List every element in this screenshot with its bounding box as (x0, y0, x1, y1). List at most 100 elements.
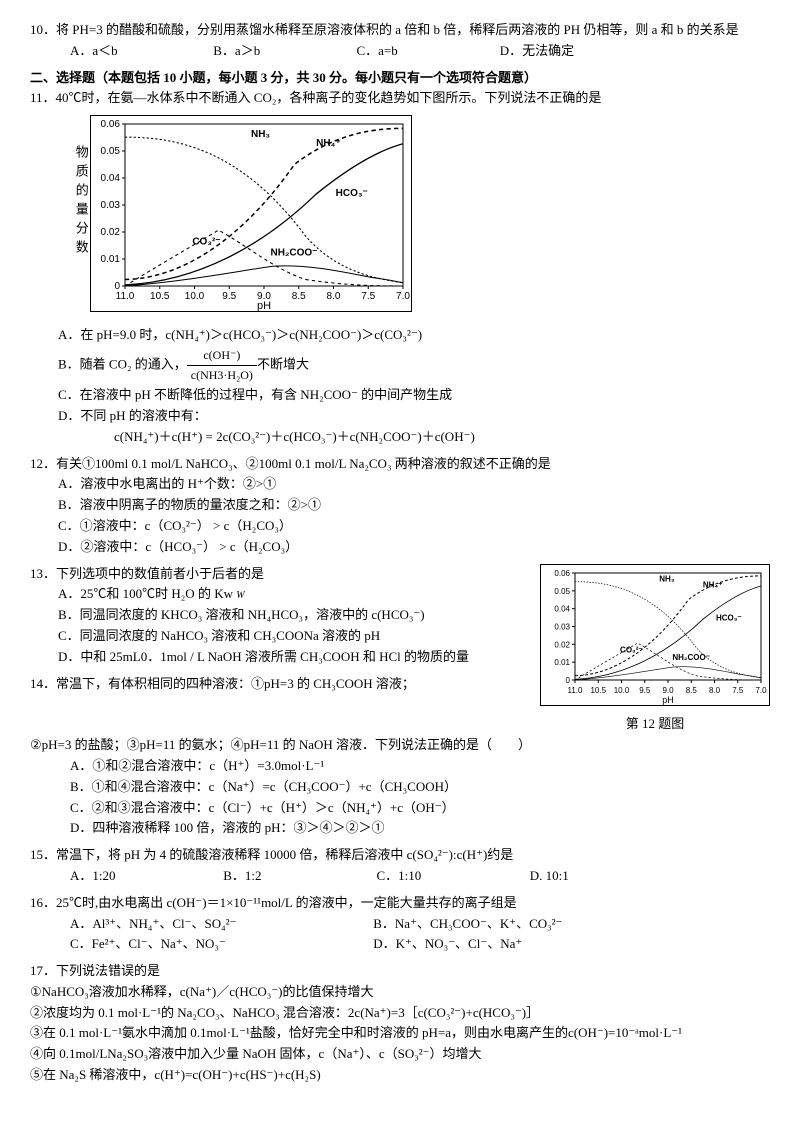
q10-opt-c: C．a=b (357, 41, 497, 62)
q14-options: A．①和②混合溶液中：c（H⁺）=3.0mol·L⁻¹ B．①和④混合溶液中：c… (30, 756, 770, 839)
q11-opt-a: A．在 pH=9.0 时，c(NH₄⁺)＞c(HCO₃⁻)＞c(NH₂COO⁻)… (58, 325, 770, 346)
svg-text:11.0: 11.0 (568, 686, 584, 695)
q17-l2: ②浓度均为 0.1 mol·L⁻¹的 Na₂CO₃、NaHCO₃ 混合溶液：2c… (30, 1003, 770, 1024)
q11-opt-b: B．随着 CO₂ 的通入，c(OH⁻)c(NH3·H₂O)不断增大 (58, 346, 770, 385)
svg-text:0: 0 (566, 676, 571, 685)
svg-text:NH₂COO⁻: NH₂COO⁻ (672, 652, 710, 661)
svg-text:0.05: 0.05 (554, 586, 570, 595)
q15-opt-a: A．1:20 (70, 866, 220, 887)
question-11: 11．40℃时，在氨—水体系中不断通入 CO₂，各种离子的变化趋势如下图所示。下… (30, 88, 770, 447)
question-17: 17．下列说法错误的是 ①NaHCO₃溶液加水稀释，c(Na⁺)／c(HCO₃⁻… (30, 961, 770, 1086)
svg-text:CO₃²⁻: CO₃²⁻ (620, 645, 643, 654)
q12-options: A．溶液中水电离出的 H⁺个数：②>① B．溶液中阴离子的物质的量浓度之和：②>… (30, 474, 770, 557)
q14-opt-d: D．四种溶液稀释 100 倍，溶液的 pH：③＞④＞②＞① (70, 818, 770, 839)
q11-num: 11． (30, 90, 56, 105)
question-15: 15．常温下，将 pH 为 4 的硫酸溶液稀释 10000 倍，稀释后溶液中 c… (30, 845, 770, 887)
svg-text:8.5: 8.5 (292, 291, 306, 302)
svg-text:0.02: 0.02 (101, 227, 121, 238)
q14-opt-a: A．①和②混合溶液中：c（H⁺）=3.0mol·L⁻¹ (70, 756, 770, 777)
q10-num: 10． (30, 22, 56, 37)
svg-text:CO₃²⁻: CO₃²⁻ (192, 237, 220, 248)
q14-opt-b: B．①和④混合溶液中：c（Na⁺）=c（CH₃COO⁻）+c（CH₃COOH） (70, 777, 770, 798)
q11-opt-d: D．不同 pH 的溶液中有： (58, 406, 770, 427)
svg-text:0.04: 0.04 (101, 173, 121, 184)
q12-num: 12． (30, 456, 56, 471)
svg-text:10.5: 10.5 (150, 291, 170, 302)
svg-text:pH: pH (662, 695, 674, 705)
q17-l5: ⑤在 Na₂S 稀溶液中，c(H⁺)=c(OH⁻)+c(HS⁻)+c(H₂S) (30, 1065, 770, 1086)
q14-opt-c: C．②和③混合溶液中：c（Cl⁻）+c（H⁺）＞c（NH₄⁺）+c（OH⁻） (70, 798, 770, 819)
svg-text:0.02: 0.02 (554, 640, 570, 649)
svg-text:pH: pH (257, 300, 271, 312)
q11-stem: 11．40℃时，在氨—水体系中不断通入 CO₂，各种离子的变化趋势如下图所示。下… (30, 88, 770, 109)
q16-opt-b: B．Na⁺、CH₃COO⁻、K⁺、CO₃²⁻ (373, 914, 562, 935)
svg-text:HCO₃⁻: HCO₃⁻ (336, 188, 368, 199)
svg-text:9.5: 9.5 (222, 291, 236, 302)
svg-text:7.5: 7.5 (361, 291, 375, 302)
q13-num: 13． (30, 566, 56, 581)
q16-opt-a: A．Al³⁺、NH₄⁺、Cl⁻、SO₄²⁻ (70, 914, 370, 935)
q12-opt-b: B．溶液中阴离子的物质的量浓度之和：②>① (58, 495, 770, 516)
fig-12: 0.060.050.040.030.020.01011.010.510.09.5… (540, 564, 770, 736)
q15-num: 15． (30, 847, 56, 862)
svg-text:NH₄⁺: NH₄⁺ (703, 580, 723, 589)
chart-small-svg: 0.060.050.040.030.020.01011.010.510.09.5… (540, 564, 770, 706)
svg-text:0.04: 0.04 (554, 604, 570, 613)
svg-text:0.06: 0.06 (101, 119, 121, 130)
svg-text:0.05: 0.05 (101, 146, 121, 157)
svg-text:0.03: 0.03 (554, 622, 570, 631)
q10-opt-a: A．a＜b (70, 41, 210, 62)
svg-text:9.0: 9.0 (662, 686, 674, 695)
svg-text:11.0: 11.0 (116, 291, 135, 302)
question-12: 12．有关①100ml 0.1 mol/L NaHCO₃、②100ml 0.1 … (30, 454, 770, 558)
q15-options: A．1:20 B．1:2 C．1:10 D. 10:1 (30, 866, 770, 887)
q17-stem: 17．下列说法错误的是 (30, 961, 770, 982)
q17-l4: ④向 0.1mol/LNa₂SO₃溶液中加入少量 NaOH 固体，c（Na⁺）、… (30, 1044, 770, 1065)
q15-opt-b: B．1:2 (223, 866, 373, 887)
q15-opt-c: C．1:10 (377, 866, 527, 887)
q11-options: A．在 pH=9.0 时，c(NH₄⁺)＞c(HCO₃⁻)＞c(NH₂COO⁻)… (30, 325, 770, 448)
q11-opt-d-eq: c(NH₄⁺)＋c(H⁺) = 2c(CO₃²⁻)＋c(HCO₃⁻)＋c(NH₂… (58, 427, 770, 448)
svg-text:NH₂COO⁻: NH₂COO⁻ (271, 248, 318, 259)
q15-opt-d: D. 10:1 (530, 866, 569, 887)
chart-svg: 0.060.050.040.030.020.01011.010.510.09.5… (90, 115, 412, 312)
q16-num: 16． (30, 895, 56, 910)
q12-opt-a: A．溶液中水电离出的 H⁺个数：②>① (58, 474, 770, 495)
svg-text:NH₃: NH₃ (251, 129, 270, 140)
q10-options: A．a＜b B．a＞b C．a=b D．无法确定 (30, 41, 770, 62)
svg-text:7.5: 7.5 (732, 686, 744, 695)
q16-options: A．Al³⁺、NH₄⁺、Cl⁻、SO₄²⁻ B．Na⁺、CH₃COO⁻、K⁺、C… (30, 914, 770, 956)
svg-text:10.5: 10.5 (590, 686, 606, 695)
q16-opt-d: D．K⁺、NO₃⁻、Cl⁻、Na⁺ (373, 934, 522, 955)
q12-opt-c: C．①溶液中：c（CO₃²⁻） > c（H₂CO₃） (58, 516, 770, 537)
svg-text:0.03: 0.03 (101, 200, 121, 211)
svg-text:10.0: 10.0 (614, 686, 630, 695)
q11-opt-c: C．在溶液中 pH 不断降低的过程中，有含 NH₂COO⁻ 的中间产物生成 (58, 385, 770, 406)
chart-y-label: 物质的量分数 (70, 145, 91, 259)
q17-l3: ③在 0.1 mol·L⁻¹氨水中滴加 0.1mol·L⁻¹盐酸，恰好完全中和时… (30, 1023, 770, 1044)
svg-text:NH₃: NH₃ (659, 574, 675, 583)
question-16: 16．25℃时,由水电离出 c(OH⁻)＝1×10⁻¹¹mol/L 的溶液中，一… (30, 893, 770, 955)
svg-text:7.0: 7.0 (755, 686, 767, 695)
q14-num: 14． (30, 676, 56, 691)
q10-stem: 10．将 PH=3 的醋酸和硫酸，分别用蒸馏水稀释至原溶液体积的 a 倍和 b … (30, 20, 770, 41)
svg-text:0.01: 0.01 (101, 254, 121, 265)
svg-text:10.0: 10.0 (185, 291, 205, 302)
svg-text:0.06: 0.06 (554, 569, 570, 578)
fig12-caption: 第 12 题图 (540, 714, 770, 735)
svg-text:HCO₃⁻: HCO₃⁻ (716, 613, 742, 622)
q12-opt-d: D．②溶液中：c（HCO₃⁻） > c（H₂CO₃） (58, 537, 770, 558)
svg-text:8.0: 8.0 (327, 291, 341, 302)
svg-text:NH₄⁺: NH₄⁺ (316, 138, 341, 149)
svg-text:8.5: 8.5 (686, 686, 698, 695)
q16-stem: 16．25℃时,由水电离出 c(OH⁻)＝1×10⁻¹¹mol/L 的溶液中，一… (30, 893, 770, 914)
q15-stem: 15．常温下，将 pH 为 4 的硫酸溶液稀释 10000 倍，稀释后溶液中 c… (30, 845, 770, 866)
svg-text:9.5: 9.5 (639, 686, 651, 695)
q17-l1: ①NaHCO₃溶液加水稀释，c(Na⁺)／c(HCO₃⁻)的比值保持增大 (30, 982, 770, 1003)
q10-opt-b: B．a＞b (213, 41, 353, 62)
svg-text:7.0: 7.0 (396, 291, 410, 302)
svg-text:8.0: 8.0 (709, 686, 721, 695)
q17-num: 17． (30, 963, 56, 978)
q10-opt-d: D．无法确定 (500, 41, 574, 62)
question-10: 10．将 PH=3 的醋酸和硫酸，分别用蒸馏水稀释至原溶液体积的 a 倍和 b … (30, 20, 770, 62)
